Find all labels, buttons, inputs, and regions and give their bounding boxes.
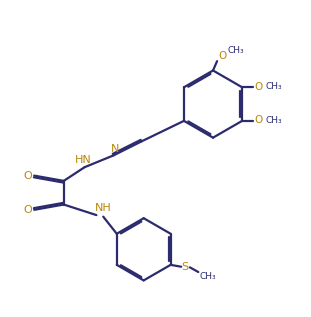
Text: CH₃: CH₃ xyxy=(266,82,282,91)
Text: CH₃: CH₃ xyxy=(199,272,216,281)
Text: S: S xyxy=(182,262,189,272)
Text: O: O xyxy=(23,171,32,181)
Text: O: O xyxy=(254,82,262,92)
Text: CH₃: CH₃ xyxy=(227,46,244,55)
Text: N: N xyxy=(111,144,119,153)
Text: CH₃: CH₃ xyxy=(266,116,282,125)
Text: NH: NH xyxy=(95,203,112,213)
Text: HN: HN xyxy=(75,155,91,165)
Text: O: O xyxy=(218,51,226,61)
Text: O: O xyxy=(254,115,262,125)
Text: O: O xyxy=(23,205,32,215)
